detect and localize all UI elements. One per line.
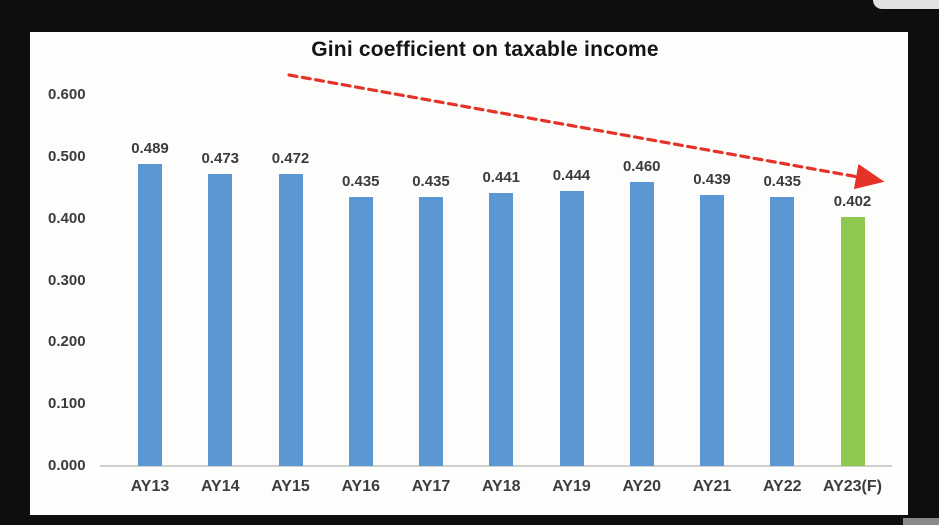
y-tick-label: 0.100 [48,395,86,413]
bar-value-label: 0.460 [622,157,661,175]
photo-corner-artifact [873,0,939,9]
bar-AY19 [559,191,584,466]
bar-AY21 [700,194,724,466]
x-tick-label: AY20 [622,478,662,495]
photo-edge-artifact [903,518,939,525]
x-tick-label: AY17 [411,478,451,495]
bar-value-label: 0.435 [412,173,450,191]
bar-value-label: 0.441 [482,169,521,187]
bar-AY13 [138,163,162,466]
y-tick-label: 0.500 [48,147,86,165]
y-tick-label: 0.000 [48,457,86,474]
bar-AY15 [278,174,303,466]
x-tick-label: AY21 [692,478,732,495]
bar-AY14 [208,173,233,466]
bar-value-label: 0.444 [552,167,591,185]
bar-value-label: 0.439 [693,170,731,188]
bar-AY18 [489,193,514,466]
bar-AY22 [770,197,795,466]
x-tick-label: AY22 [762,478,802,495]
bar-AY23(F) [840,217,865,466]
x-tick-label: AY15 [271,478,310,495]
x-tick-label: AY19 [552,478,591,495]
y-tick-label: 0.300 [48,271,86,289]
bar-AY20 [629,181,654,466]
y-tick-label: 0.600 [48,86,86,103]
bar-value-label: 0.489 [131,139,169,157]
chart-panel: Gini coefficient on taxable income 0.600… [30,32,908,515]
y-tick-label: 0.200 [48,333,86,351]
x-tick-label: AY16 [341,478,381,495]
x-tick-label: AY13 [130,478,170,495]
bar-AY17 [419,197,443,466]
bar-value-label: 0.473 [201,149,240,167]
x-axis-line [100,465,892,467]
bar-AY16 [348,197,373,466]
bar-value-label: 0.472 [271,150,310,168]
x-tick-label: AY18 [481,478,521,495]
x-tick-label: AY23(F) [823,478,882,495]
bar-value-label: 0.402 [833,193,872,211]
y-tick-label: 0.400 [48,209,86,227]
bar-value-label: 0.435 [763,173,802,191]
chart-title: Gini coefficient on taxable income [311,38,659,61]
bar-value-label: 0.435 [341,173,380,191]
x-tick-label: AY14 [200,478,240,495]
